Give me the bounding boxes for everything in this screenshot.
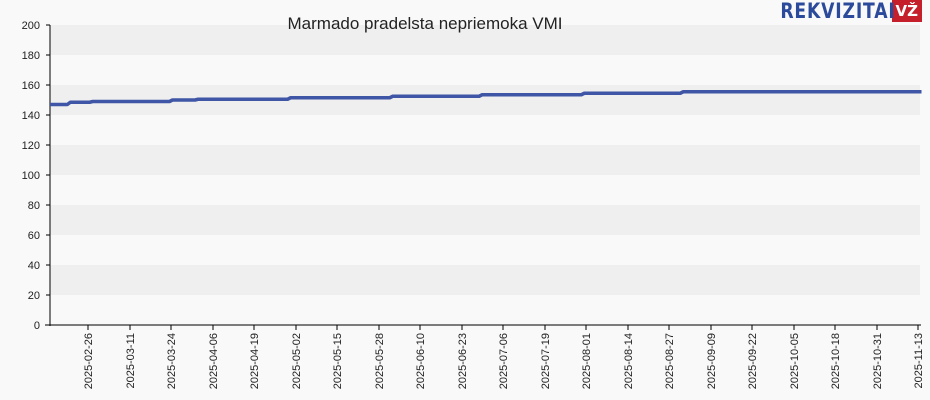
svg-text:40: 40 (28, 260, 40, 272)
svg-text:80: 80 (28, 200, 40, 212)
svg-text:2025-09-22: 2025-09-22 (747, 333, 759, 389)
svg-text:2025-09-09: 2025-09-09 (706, 333, 718, 389)
svg-text:2025-07-19: 2025-07-19 (540, 333, 552, 389)
svg-text:2025-05-28: 2025-05-28 (374, 333, 386, 389)
svg-text:100: 100 (22, 170, 40, 182)
series-line (50, 90, 922, 107)
svg-text:2025-10-05: 2025-10-05 (789, 333, 801, 389)
svg-text:120: 120 (22, 140, 40, 152)
rekvizitai-logo[interactable]: REKVIZITAI VŽ (755, 0, 922, 23)
chart-title: Marmado pradelsta nepriemoka VMI (287, 14, 563, 33)
svg-text:2025-10-18: 2025-10-18 (830, 333, 842, 389)
x-axis: 2025-02-26 2025-03-11 2025-03-24 2025-04-06… (45, 324, 925, 389)
logo-text: REKVIZITAI (780, 0, 896, 23)
svg-text:140: 140 (22, 110, 40, 122)
svg-text:2025-04-19: 2025-04-19 (249, 333, 261, 389)
svg-text:2025-05-15: 2025-05-15 (332, 333, 344, 389)
svg-text:20: 20 (28, 290, 40, 302)
svg-text:2025-04-06: 2025-04-06 (208, 333, 220, 389)
svg-text:160: 160 (22, 80, 40, 92)
svg-text:2025-02-26: 2025-02-26 (83, 333, 95, 389)
svg-text:2025-08-27: 2025-08-27 (664, 333, 676, 389)
svg-text:2025-06-23: 2025-06-23 (457, 333, 469, 389)
svg-text:2025-03-11: 2025-03-11 (125, 333, 137, 388)
svg-text:2025-08-01: 2025-08-01 (581, 333, 593, 389)
svg-text:2025-07-06: 2025-07-06 (498, 333, 510, 389)
svg-text:180: 180 (22, 50, 40, 62)
grid-bands (50, 25, 920, 325)
svg-text:60: 60 (28, 230, 40, 242)
svg-text:0: 0 (34, 320, 40, 332)
svg-text:200: 200 (22, 20, 40, 32)
svg-text:2025-08-14: 2025-08-14 (623, 333, 635, 389)
svg-text:2025-11-13: 2025-11-13 (913, 333, 925, 388)
svg-text:2025-03-24: 2025-03-24 (166, 333, 178, 389)
y-axis: 0 20 40 60 80 100 120 140 160 180 200 (22, 20, 51, 332)
svg-text:2025-05-02: 2025-05-02 (291, 333, 303, 389)
svg-text:2025-06-10: 2025-06-10 (415, 333, 427, 389)
logo-badge: VŽ (891, 0, 922, 22)
svg-text:2025-10-31: 2025-10-31 (872, 333, 884, 389)
